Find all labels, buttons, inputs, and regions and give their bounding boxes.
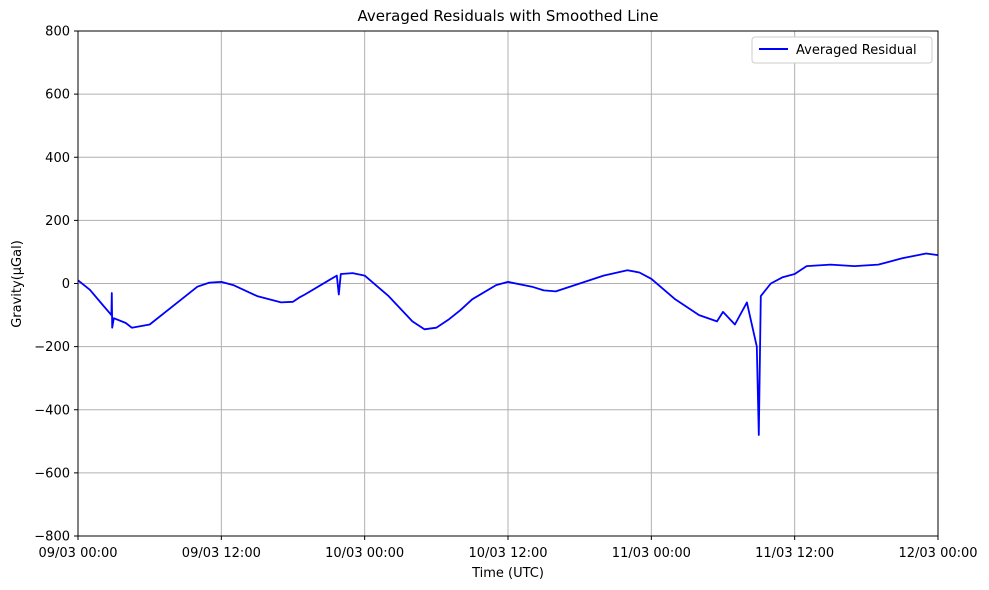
series-layer	[77, 252, 939, 436]
y-tick-label: 200	[45, 214, 70, 229]
x-tick-label: 09/03 00:00	[38, 546, 117, 561]
x-tick-label: 11/03 00:00	[612, 546, 691, 561]
y-tick-label: −600	[34, 466, 70, 481]
y-tick-label: 800	[45, 25, 70, 40]
y-tick-label: 0	[62, 277, 70, 292]
y-axis: 800 600 400 200 0 −200 −400 −600 −800	[34, 25, 78, 545]
y-axis-label: Gravity(μGal)	[10, 240, 25, 328]
x-tick-label: 11/03 12:00	[755, 546, 834, 561]
series-line	[77, 252, 939, 436]
x-axis: 09/03 00:00 09/03 12:00 10/03 00:00 10/03 1…	[38, 536, 978, 561]
x-tick-label: 10/03 12:00	[468, 546, 547, 561]
y-tick-label: −400	[34, 403, 70, 418]
x-tick-label: 12/03 00:00	[898, 546, 977, 561]
x-axis-label: Time (UTC)	[471, 566, 544, 581]
legend: Averaged Residual	[751, 36, 933, 64]
x-tick-label: 09/03 12:00	[182, 546, 261, 561]
y-tick-label: 600	[45, 88, 70, 103]
x-tick-label: 10/03 00:00	[325, 546, 404, 561]
y-tick-label: 400	[45, 151, 70, 166]
legend-label: Averaged Residual	[796, 43, 917, 58]
y-tick-label: −800	[34, 530, 70, 545]
chart-title: Averaged Residuals with Smoothed Line	[357, 7, 659, 25]
legend-box	[751, 36, 933, 64]
y-tick-label: −200	[34, 340, 70, 355]
